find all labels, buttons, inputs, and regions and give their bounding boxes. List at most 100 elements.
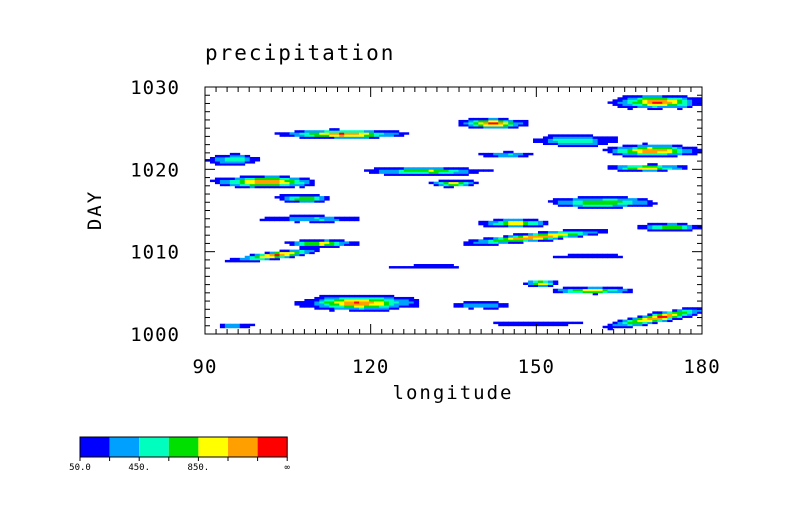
heatmap-cell — [339, 239, 345, 242]
heatmap-cell — [572, 134, 579, 137]
heatmap-cell — [269, 175, 275, 178]
heatmap-cell — [294, 181, 300, 185]
heatmap-cell — [334, 245, 340, 248]
heatmap-cell — [334, 128, 340, 131]
heatmap-cell — [508, 121, 514, 125]
heatmap-cell — [214, 161, 221, 164]
heatmap-cell — [438, 266, 444, 269]
heatmap-cell — [413, 301, 420, 304]
heatmap-cell — [692, 103, 698, 106]
heatmap-cell — [319, 220, 325, 224]
heatmap-cell — [408, 169, 415, 172]
heatmap-cell — [334, 303, 340, 306]
heatmap-cell — [647, 169, 653, 172]
heatmap-cell — [493, 237, 499, 240]
heatmap-cell — [697, 226, 703, 230]
heatmap-cell — [677, 167, 683, 170]
heatmap-cell — [249, 255, 256, 259]
colorbar-swatch — [168, 437, 199, 457]
heatmap-cell — [423, 266, 430, 269]
heatmap-cell — [637, 167, 643, 170]
heatmap-cell — [239, 156, 246, 160]
heatmap-cell — [498, 241, 504, 244]
heatmap-cell — [478, 222, 484, 226]
heatmap-cell — [423, 171, 430, 174]
heatmap-cell — [354, 296, 360, 300]
heatmap-cell — [622, 200, 628, 203]
heatmap-cell — [279, 251, 285, 255]
heatmap-cell — [299, 239, 305, 242]
heatmap-cell — [652, 226, 658, 230]
heatmap-cell — [249, 177, 256, 181]
heatmap-cell — [523, 222, 529, 226]
heatmap-cell — [488, 121, 494, 125]
heatmap-cell — [324, 216, 330, 220]
heatmap-cell — [279, 183, 285, 187]
heatmap-cell — [657, 169, 663, 172]
heatmap-cell — [463, 305, 469, 308]
heatmap-cell — [319, 214, 325, 218]
heatmap-cell — [438, 181, 444, 185]
heatmap-cell — [562, 138, 569, 141]
heatmap-cell — [289, 132, 295, 135]
heatmap-cell — [587, 136, 594, 139]
heatmap-cell — [408, 167, 415, 170]
heatmap-cell — [622, 95, 628, 98]
heatmap-cell — [652, 229, 658, 232]
heatmap-cell — [533, 222, 539, 226]
heatmap-cell — [622, 323, 628, 327]
heatmap-cell — [214, 177, 221, 181]
heatmap-cell — [533, 284, 539, 288]
heatmap-cell — [234, 185, 241, 189]
heatmap-cell — [473, 169, 479, 172]
heatmap-cell — [304, 198, 310, 201]
heatmap-cell — [413, 171, 420, 174]
heatmap-cell — [383, 307, 390, 310]
heatmap-cell — [314, 136, 320, 139]
heatmap-cell — [354, 132, 360, 135]
heatmap-cell — [523, 233, 529, 236]
heatmap-cell — [547, 138, 554, 141]
heatmap-cell — [453, 169, 459, 172]
heatmap-cell — [289, 198, 295, 201]
heatmap-cell — [567, 200, 574, 203]
heatmap-cell — [309, 200, 315, 203]
heatmap-cell — [518, 124, 524, 127]
heatmap-cell — [682, 222, 688, 226]
heatmap-cell — [314, 247, 320, 251]
heatmap-cell — [537, 140, 544, 143]
heatmap-cell — [632, 323, 638, 327]
heatmap-cell — [463, 241, 469, 244]
heatmap-cell — [582, 202, 589, 205]
heatmap-cell — [249, 259, 256, 263]
heatmap-cell — [567, 233, 574, 236]
heatmap-cell — [254, 183, 261, 187]
heatmap-cell — [463, 167, 469, 170]
heatmap-cell — [344, 218, 350, 222]
heatmap-cell — [359, 301, 365, 304]
heatmap-cell — [677, 107, 683, 111]
heatmap-cell — [438, 167, 444, 170]
heatmap-cell — [597, 290, 603, 294]
heatmap-cell — [463, 121, 469, 125]
heatmap-cell — [219, 179, 226, 183]
colorbar-swatch — [109, 437, 140, 457]
heatmap-cell — [458, 119, 464, 123]
heatmap-cell — [478, 121, 484, 125]
heatmap-cell — [508, 154, 514, 158]
heatmap-cell — [289, 200, 295, 203]
heatmap-cell — [324, 136, 330, 139]
heatmap-cell — [473, 305, 479, 308]
heatmap-cell — [478, 119, 484, 123]
heatmap-cell — [577, 136, 584, 139]
heatmap-cell — [373, 301, 380, 304]
heatmap-cell — [677, 317, 683, 320]
heatmap-cell — [567, 321, 574, 325]
heatmap-cell — [642, 154, 648, 158]
heatmap-cell — [672, 313, 678, 316]
heatmap-cell — [622, 169, 628, 172]
heatmap-cell — [537, 231, 544, 234]
heatmap-cell — [229, 156, 236, 160]
heatmap-cell — [637, 105, 643, 108]
heatmap-cell — [349, 309, 355, 312]
